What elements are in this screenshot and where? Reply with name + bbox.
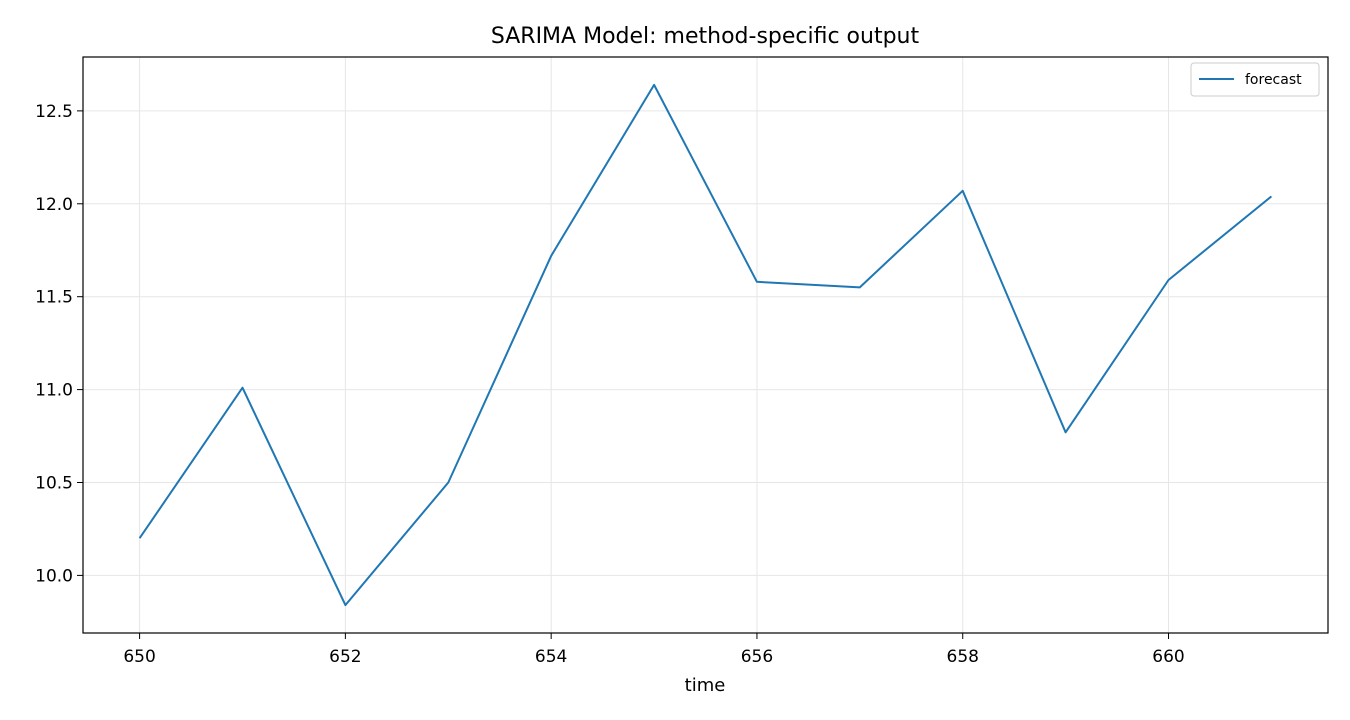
chart-title: SARIMA Model: method-specific output — [491, 24, 920, 49]
series-line-forecast — [138, 83, 1273, 607]
legend: forecast — [1190, 62, 1320, 97]
legend-label-forecast: forecast — [1245, 72, 1302, 88]
x-tick-label: 652 — [329, 647, 361, 667]
x-tick-label: 658 — [947, 647, 979, 667]
y-tick-label: 10.5 — [35, 473, 73, 493]
series-layer — [138, 83, 1273, 607]
x-tick-label: 656 — [741, 647, 773, 667]
x-tick-label: 650 — [123, 647, 155, 667]
y-axis-ticks: 10.0 10.5 11.0 11.5 12.0 12.5 — [35, 102, 83, 586]
x-tick-label: 660 — [1152, 647, 1184, 667]
y-tick-label: 12.5 — [35, 102, 73, 122]
grid — [83, 57, 1328, 633]
x-axis-label: time — [685, 675, 726, 696]
y-tick-label: 11.5 — [35, 288, 73, 308]
legend-box — [1190, 62, 1320, 97]
x-axis-ticks: 650 652 654 656 658 660 — [123, 633, 1185, 667]
y-tick-label: 10.0 — [35, 566, 73, 586]
x-tick-label: 654 — [535, 647, 567, 667]
y-tick-label: 12.0 — [35, 195, 73, 215]
y-tick-label: 11.0 — [35, 381, 73, 401]
plot-frame — [82, 56, 1329, 634]
